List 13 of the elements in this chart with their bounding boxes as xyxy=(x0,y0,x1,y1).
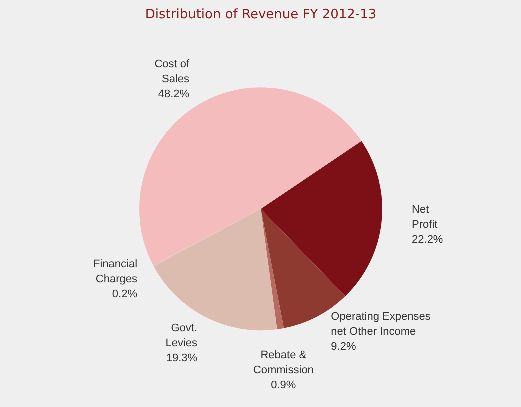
chart-title: Distribution of Revenue FY 2012-13 xyxy=(145,8,377,22)
slice-label: Cost of Sales xyxy=(154,58,190,86)
data-label: 19.3% xyxy=(166,352,198,365)
slice-label: Govt. Levies xyxy=(166,322,198,350)
slice-label: Net Profit xyxy=(412,204,438,231)
data-label: 22.2% xyxy=(412,234,444,246)
slice-label: Rebate & Commission xyxy=(253,349,314,376)
data-label: 0.9% xyxy=(271,379,296,392)
slice-label: Operating Expenses net Other Income xyxy=(331,310,432,338)
data-label: 48.2% xyxy=(158,88,190,100)
data-label: 0.2% xyxy=(112,288,138,301)
data-label: 9.2% xyxy=(331,340,356,353)
slice-label: Financial Charges xyxy=(93,258,138,286)
